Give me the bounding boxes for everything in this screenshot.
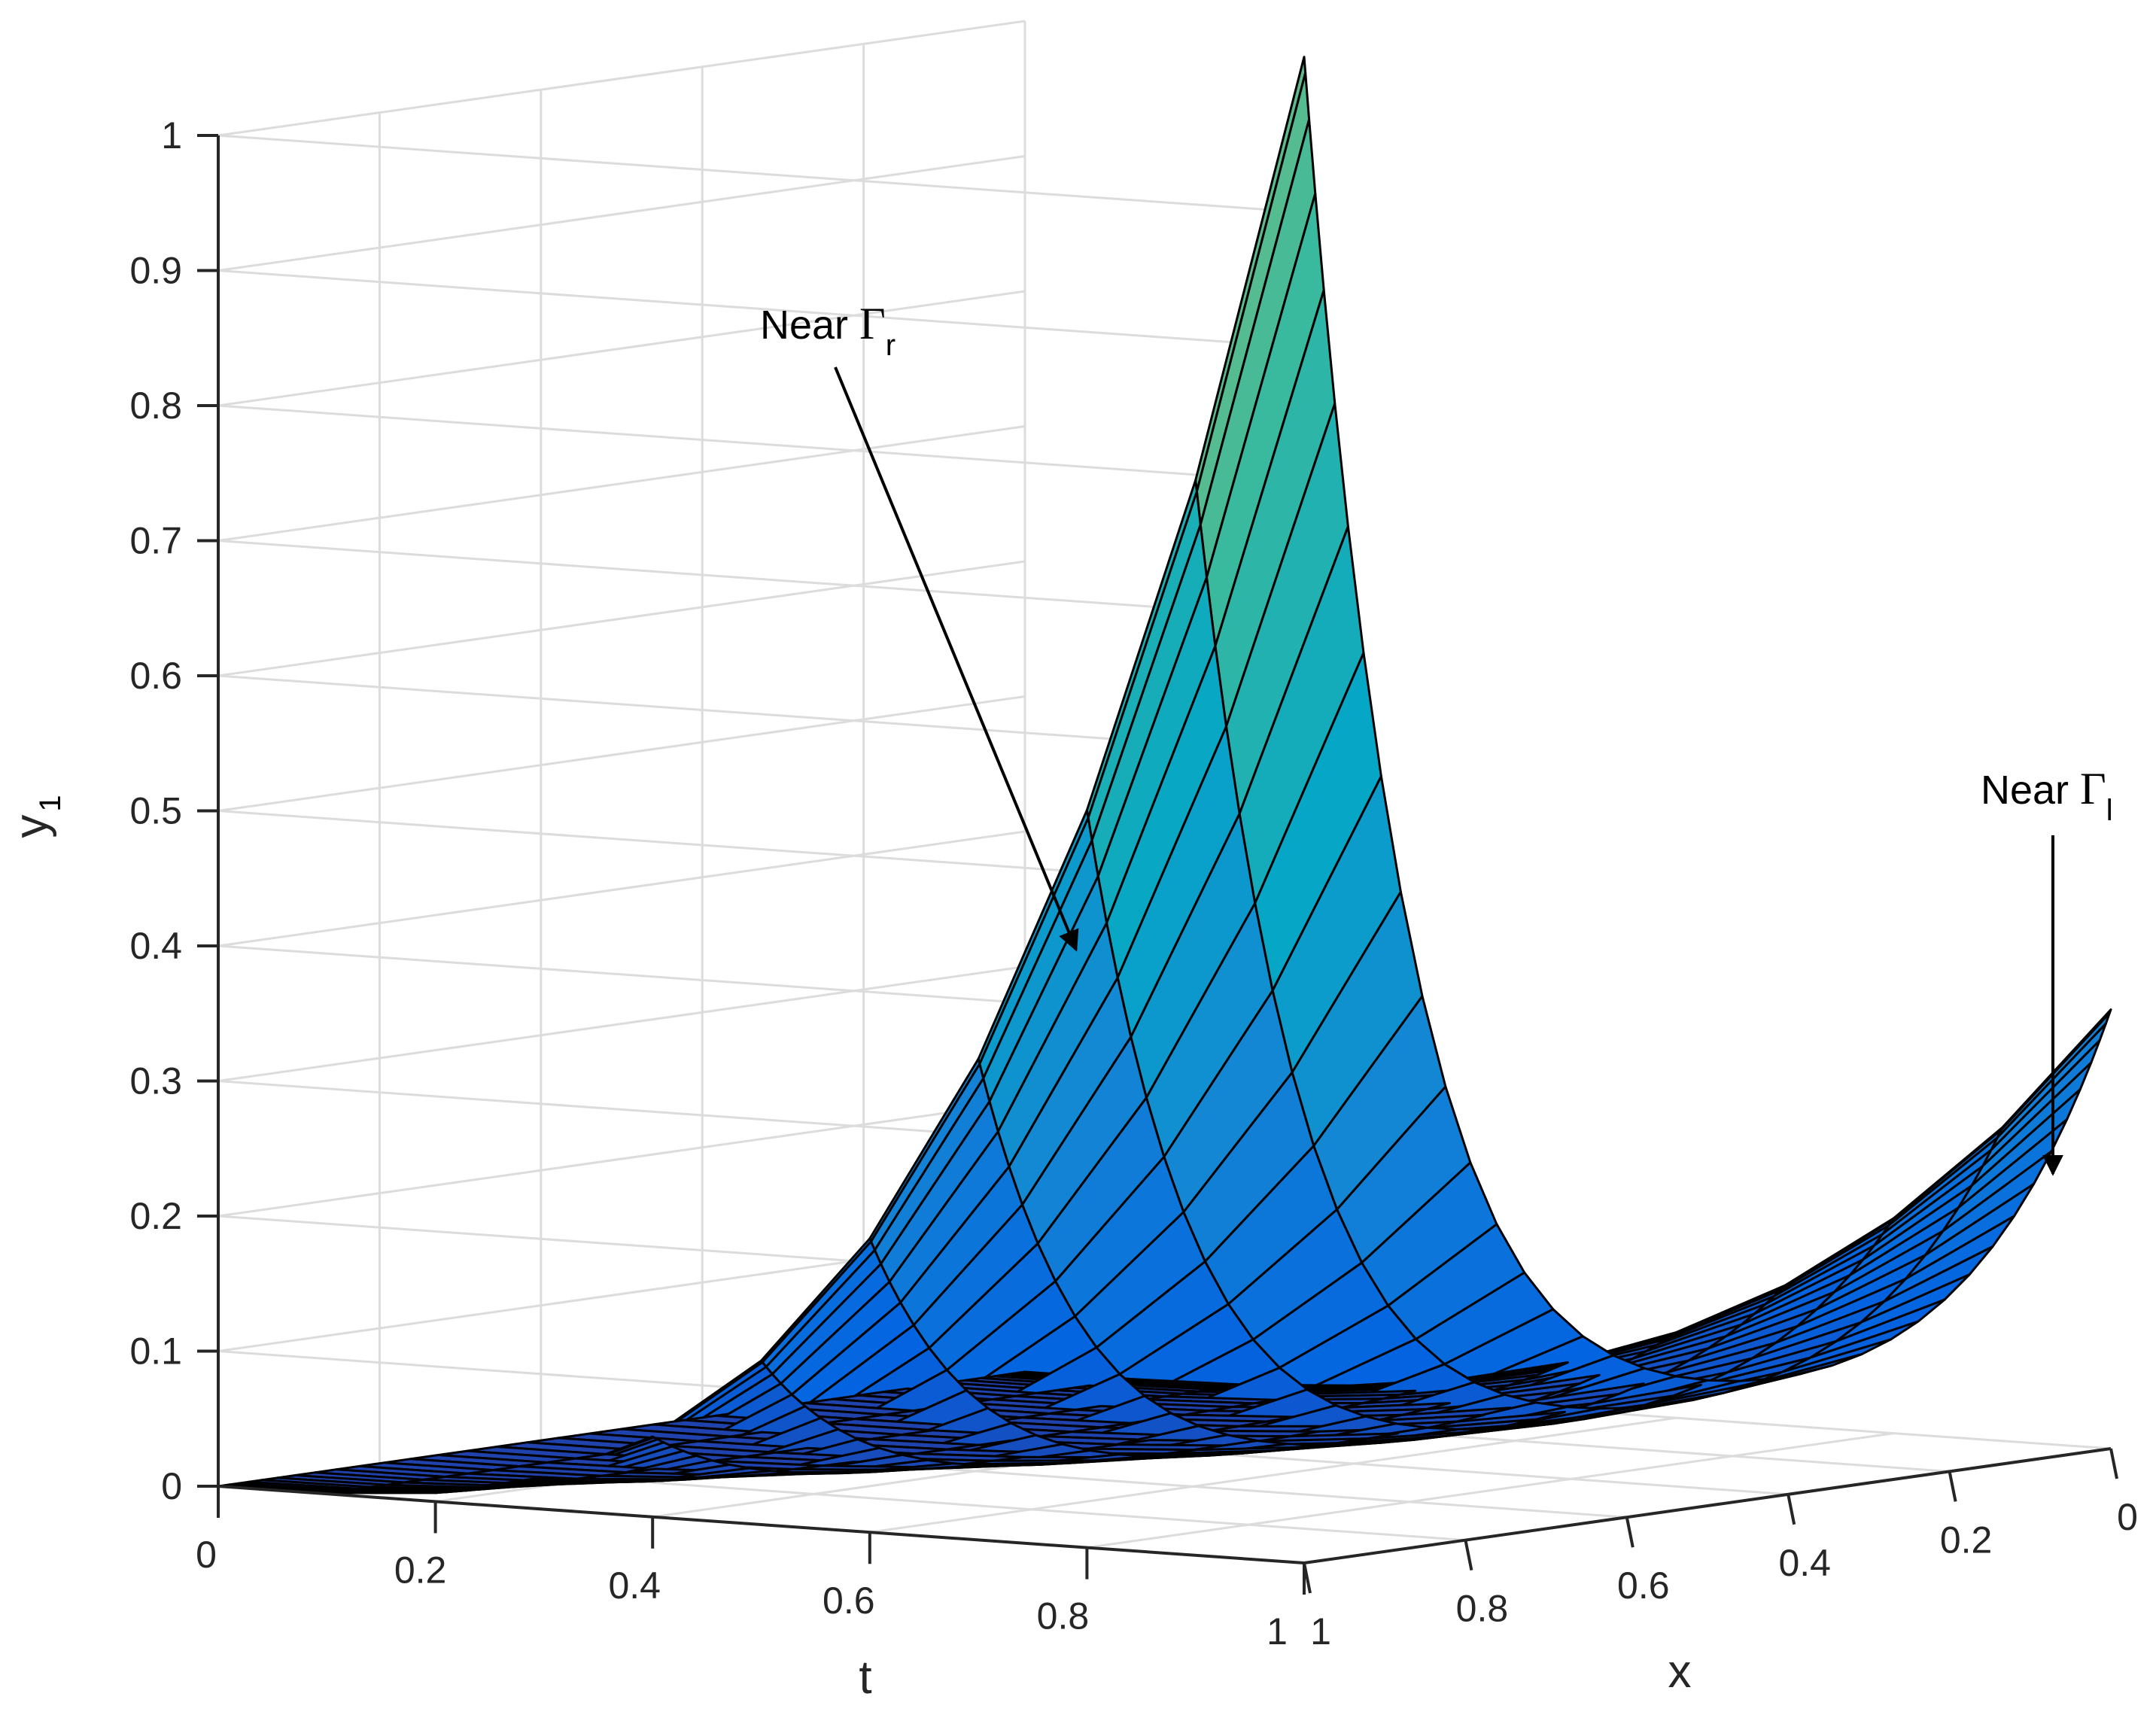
x-tick bbox=[1303, 1562, 1312, 1594]
y-tick-label: 0.4 bbox=[129, 925, 182, 967]
y-tick-label: 0.5 bbox=[129, 790, 182, 832]
floor-grid-t bbox=[869, 1416, 1677, 1534]
y-tick-label: 0.9 bbox=[129, 250, 182, 292]
x-tick bbox=[1787, 1494, 1796, 1525]
x-tick-label: 0 bbox=[2117, 1496, 2138, 1538]
x-tick-label: 0.6 bbox=[1617, 1564, 1670, 1607]
svg-text:Near Γl: Near Γl bbox=[1981, 764, 2113, 827]
y-tick-label: 1 bbox=[161, 114, 182, 157]
x-tick bbox=[2109, 1448, 2118, 1479]
y-tick-label: 0.1 bbox=[129, 1330, 182, 1373]
x-tick-label: 0.4 bbox=[1778, 1542, 1831, 1584]
x-axis-label: x bbox=[1668, 1646, 1692, 1698]
annotation-near-gamma-r: Near Γr bbox=[760, 299, 1079, 952]
grid-line-y bbox=[217, 20, 1305, 214]
t-tick-labels: 0 0.2 0.4 0.6 0.8 1 bbox=[196, 1486, 1306, 1653]
t-tick-label: 0.8 bbox=[1037, 1595, 1090, 1637]
y-tick-label: 0.2 bbox=[129, 1195, 182, 1237]
grid-line-y bbox=[217, 425, 1305, 619]
x-tick-label: 0.8 bbox=[1456, 1588, 1509, 1630]
x-axis-line bbox=[1303, 1447, 2112, 1564]
t-tick-label: 1 bbox=[1267, 1610, 1288, 1653]
y-tick-label: 0.8 bbox=[129, 385, 182, 427]
y-tick-label: 0.3 bbox=[129, 1060, 182, 1102]
y-tick-label: 0.7 bbox=[129, 520, 182, 562]
y-axis-label: y1 bbox=[5, 795, 67, 838]
t-tick-label: 0.2 bbox=[394, 1549, 447, 1591]
t-axis-line bbox=[217, 1485, 1305, 1564]
y-tick-labels: 0 0.1 0.2 0.3 0.4 0.5 0.6 0.7 0.8 0.9 1 bbox=[129, 114, 218, 1507]
t-tick-label: 0.6 bbox=[823, 1580, 875, 1622]
surface-mesh bbox=[217, 56, 2112, 1494]
t-tick-label: 0 bbox=[196, 1534, 217, 1576]
floor-grid-t bbox=[1087, 1432, 1894, 1549]
x-tick-label: 1 bbox=[1310, 1610, 1331, 1653]
y-tick-label: 0 bbox=[161, 1465, 182, 1507]
t-axis-label: t bbox=[859, 1652, 871, 1704]
x-tick-label: 0.2 bbox=[1940, 1519, 1993, 1561]
t-tick-label: 0.4 bbox=[608, 1564, 661, 1607]
x-tick bbox=[1625, 1516, 1634, 1548]
x-tick bbox=[1948, 1471, 1957, 1502]
annotation-arrow-r bbox=[834, 366, 1079, 952]
x-tick-labels: 0 0.2 0.4 0.6 0.8 1 bbox=[1303, 1448, 2138, 1653]
x-tick bbox=[1464, 1540, 1473, 1570]
svg-text:Near Γr: Near Γr bbox=[760, 299, 896, 362]
annotation-near-gamma-l: Near Γl bbox=[1981, 764, 2113, 1176]
svg-text:y1: y1 bbox=[5, 795, 67, 838]
y-tick-label: 0.6 bbox=[129, 655, 182, 697]
